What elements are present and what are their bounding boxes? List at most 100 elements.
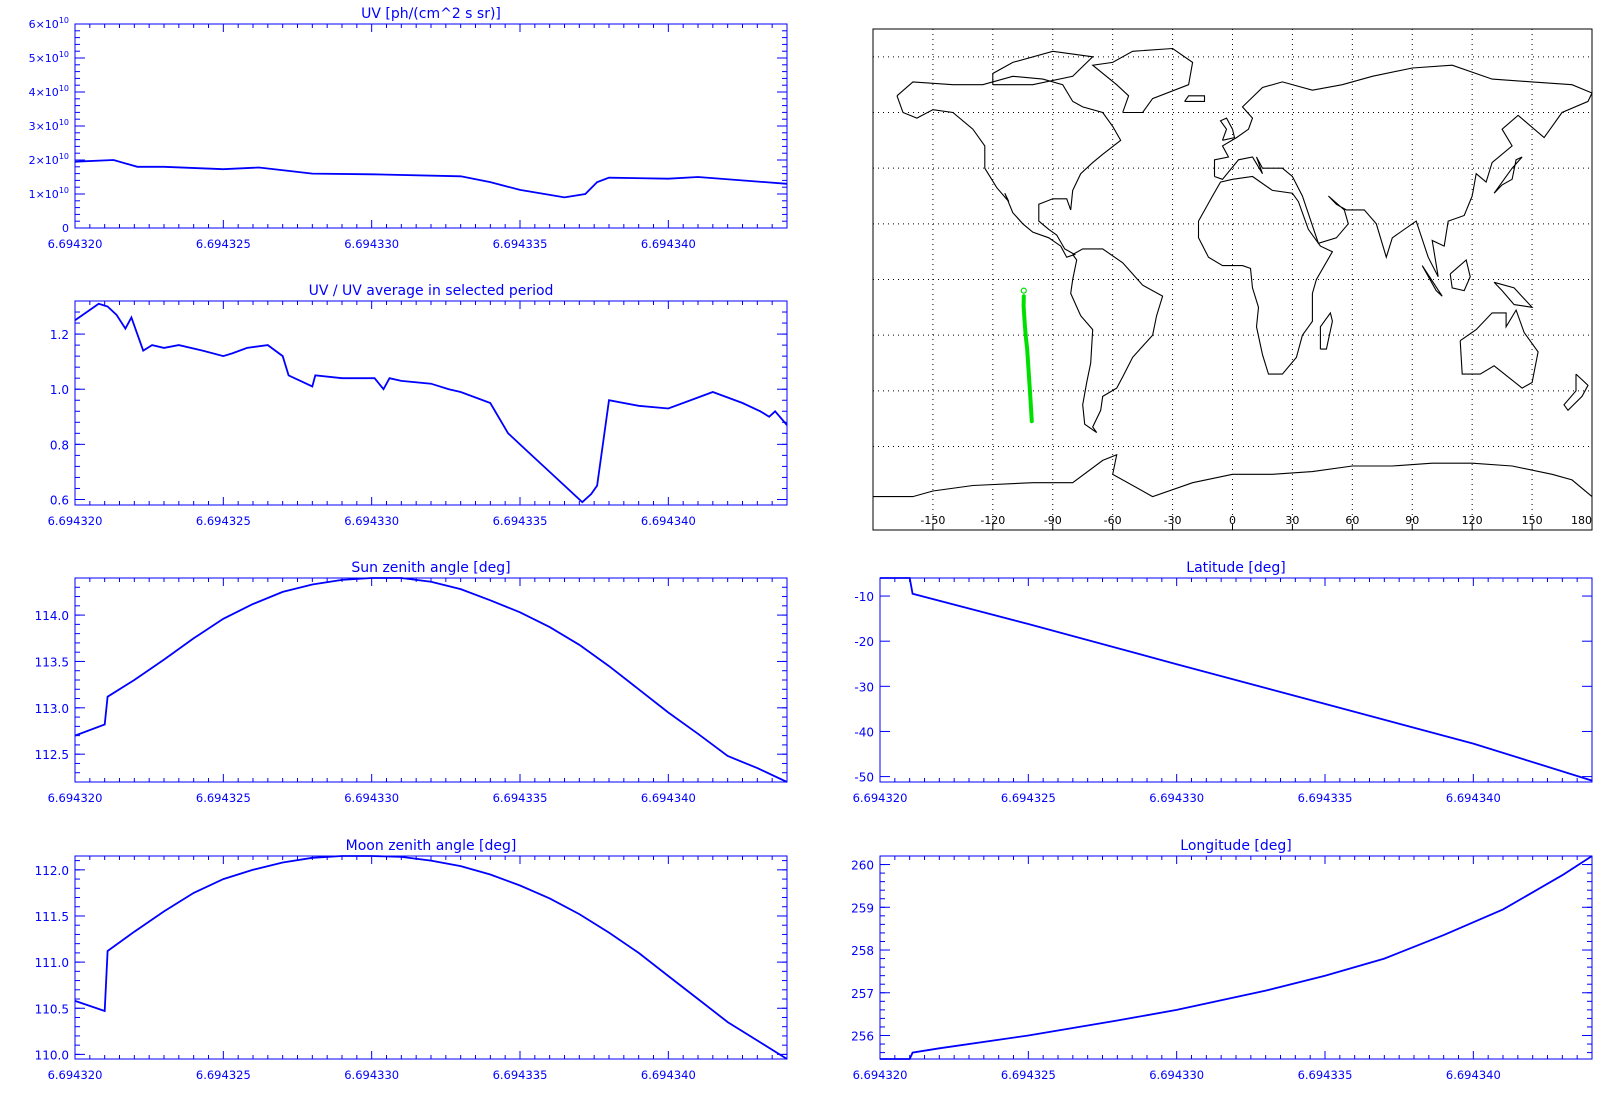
lon-y-tick-label: 258 — [851, 944, 874, 958]
lat-x-tick-label: 6.694340 — [1446, 791, 1501, 805]
coastline — [896, 75, 1122, 258]
mza-x-tick-label: 6.694325 — [196, 1068, 251, 1082]
coastline — [1197, 175, 1334, 375]
lat-panel: Latitude [deg] 6.694320 6.694325 6.694330 6.… — [853, 560, 1593, 805]
uv-x-tick-label: 6.694325 — [196, 237, 251, 251]
uv-y-tick-label: 2×1010 — [29, 152, 69, 167]
uv-x-tick-label: 6.694330 — [344, 237, 399, 251]
uv-series-line — [74, 159, 788, 199]
track-start-marker — [1020, 287, 1027, 294]
coastline — [1219, 117, 1236, 141]
coastline — [1319, 311, 1333, 350]
map-x-tick-label: -150 — [920, 514, 945, 527]
lat-title: Latitude [deg] — [1186, 560, 1285, 576]
uvratio-x-tick-label: 6.694335 — [493, 514, 548, 528]
sza-x-tick-label: 6.694335 — [493, 791, 548, 805]
uvratio-y-tick-label: 0.6 — [50, 493, 69, 507]
uv-x-tick-label: 6.694320 — [48, 237, 103, 251]
uv-y-tick-label: 5×1010 — [29, 50, 69, 65]
uv-y-tick-label: 4×1010 — [29, 84, 69, 99]
coastline — [1493, 281, 1534, 309]
sza-series-line — [74, 577, 788, 783]
coastline — [1213, 64, 1593, 277]
coastline — [1184, 95, 1206, 102]
mza-y-tick-label: 110.5 — [35, 1002, 69, 1016]
lat-x-tick-label: 6.694330 — [1149, 791, 1204, 805]
uv-x-tick-label: 6.694340 — [641, 237, 696, 251]
uv-title: UV [ph/(cm^2 s sr)] — [361, 6, 501, 22]
coastline — [1091, 47, 1194, 114]
sza-y-tick-label: 113.5 — [35, 655, 69, 669]
lat-y-tick-label: -40 — [854, 725, 874, 739]
map-x-tick-label: 60 — [1345, 514, 1359, 527]
map-x-tick-label: -120 — [980, 514, 1005, 527]
uvratio-x-tick-label: 6.694325 — [196, 514, 251, 528]
uv-y-tick-label: 3×1010 — [29, 118, 69, 133]
lon-x-tick-label: 6.694320 — [853, 1068, 908, 1082]
mza-title: Moon zenith angle [deg] — [346, 838, 517, 854]
mza-panel: Moon zenith angle [deg] 6.694320 6.694325 6… — [35, 838, 788, 1082]
lon-series-line — [880, 855, 1593, 1060]
uvratio-panel: UV / UV average in selected period 6.6943… — [48, 283, 788, 528]
coastline — [992, 50, 1094, 86]
coastline — [1563, 373, 1589, 412]
mza-x-tick-label: 6.694335 — [493, 1068, 548, 1082]
uvratio-y-tick-label: 0.8 — [50, 438, 69, 452]
uv-y-tick-label: 1×1010 — [29, 186, 69, 201]
lon-x-tick-label: 6.694330 — [1149, 1068, 1204, 1082]
map-x-tick-label: 0 — [1229, 514, 1236, 527]
lon-panel: Longitude [deg] 6.694320 6.694325 6.694330 6… — [851, 838, 1593, 1082]
mza-y-tick-label: 111.0 — [35, 956, 69, 970]
uvratio-x-tick-label: 6.694340 — [641, 514, 696, 528]
uv-x-tick-label: 6.694335 — [493, 237, 548, 251]
coastline — [873, 453, 1593, 498]
sza-title: Sun zenith angle [deg] — [351, 560, 510, 576]
lat-series-line — [880, 577, 1593, 782]
map-x-tick-label: -60 — [1104, 514, 1122, 527]
mza-series-line — [74, 855, 788, 1060]
map-x-tick-label: 120 — [1462, 514, 1483, 527]
sza-y-tick-label: 113.0 — [35, 702, 69, 716]
coastline — [1459, 308, 1539, 389]
sza-x-tick-label: 6.694320 — [48, 791, 103, 805]
uvratio-title: UV / UV average in selected period — [309, 283, 554, 299]
uvratio-x-tick-label: 6.694320 — [48, 514, 103, 528]
uv-panel: UV [ph/(cm^2 s sr)] 6.694320 6.694325 6.694… — [29, 6, 788, 251]
lat-y-tick-label: -20 — [854, 635, 874, 649]
uvratio-x-tick-label: 6.694330 — [344, 514, 399, 528]
map-x-tick-label: 150 — [1522, 514, 1543, 527]
mza-y-tick-label: 111.5 — [35, 910, 69, 924]
orbit-track-line — [1021, 294, 1034, 424]
map-panel: -150 -120 -90 -60 -30 0 30 60 90 120 150 180 — [872, 28, 1593, 531]
lon-x-tick-label: 6.694335 — [1298, 1068, 1353, 1082]
map-x-tick-label: -90 — [1044, 514, 1062, 527]
mza-x-tick-label: 6.694320 — [48, 1068, 103, 1082]
lat-x-tick-label: 6.694325 — [1001, 791, 1056, 805]
uvratio-y-tick-label: 1.2 — [50, 328, 69, 342]
sza-x-tick-label: 6.694340 — [641, 791, 696, 805]
mza-y-tick-label: 110.0 — [35, 1048, 69, 1062]
sza-x-tick-label: 6.694330 — [344, 791, 399, 805]
uv-y-tick-label: 6×1010 — [29, 16, 69, 31]
coastline — [1421, 265, 1443, 297]
lat-y-tick-label: -30 — [854, 680, 874, 694]
mza-x-tick-label: 6.694340 — [641, 1068, 696, 1082]
sza-panel: Sun zenith angle [deg] 6.694320 6.694325 6.… — [35, 560, 788, 805]
uvratio-series-line — [74, 302, 788, 504]
sza-y-tick-label: 112.5 — [35, 748, 69, 762]
lon-x-tick-label: 6.694325 — [1001, 1068, 1056, 1082]
lat-y-tick-label: -50 — [854, 771, 874, 785]
uv-y-tick-label: 0 — [62, 222, 69, 235]
sza-y-tick-label: 114.0 — [35, 609, 69, 623]
uvratio-y-tick-label: 1.0 — [50, 383, 69, 397]
map-x-tick-label: 30 — [1285, 514, 1299, 527]
lon-y-tick-label: 259 — [851, 901, 874, 915]
coastline — [1070, 248, 1164, 434]
lat-x-tick-label: 6.694320 — [853, 791, 908, 805]
coastline — [1493, 156, 1523, 194]
map-x-tick-label: -30 — [1164, 514, 1182, 527]
lat-x-tick-label: 6.694335 — [1298, 791, 1353, 805]
lon-title: Longitude [deg] — [1180, 838, 1291, 854]
